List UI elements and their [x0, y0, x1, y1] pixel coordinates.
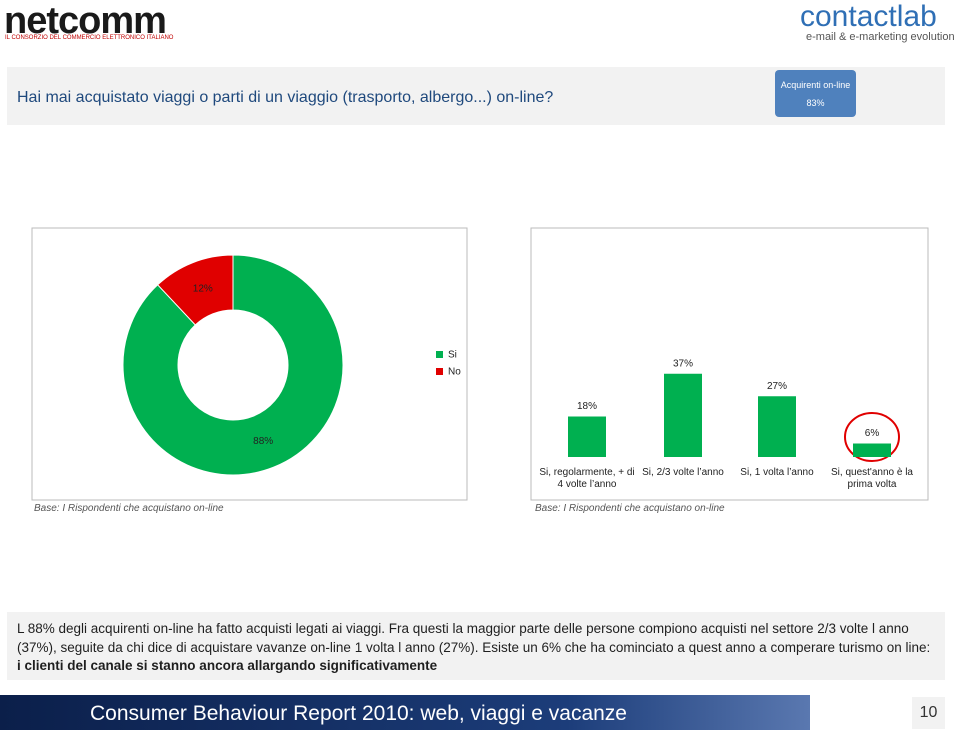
- legend-swatch: [436, 368, 443, 375]
- summary-bold: i clienti del canale si stanno ancora al…: [17, 658, 438, 673]
- badge: [775, 70, 856, 117]
- summary-text: L 88% degli acquirenti on-line ha fatto …: [17, 621, 931, 655]
- page-box: [912, 697, 945, 729]
- legend-swatch: [436, 351, 443, 358]
- data-label: 88%: [253, 436, 273, 447]
- footer-bar: [0, 695, 810, 730]
- logo-left: netcomm: [4, 0, 167, 42]
- data-label: 6%: [865, 428, 880, 439]
- bar: [664, 373, 702, 457]
- question: Hai mai acquistato viaggi o parti di un …: [17, 89, 554, 106]
- logo-right-tagline: e-mail & e-marketing evolution: [806, 31, 955, 43]
- category-label: Si, 1 volta l’anno: [740, 467, 814, 478]
- data-label: 37%: [673, 358, 693, 369]
- chart-frame: [530, 227, 929, 501]
- bar: [758, 396, 796, 457]
- donut-slice: [156, 254, 234, 326]
- category-label: Si, quest'anno è la prima volta: [831, 467, 913, 490]
- donut-slice: [122, 254, 344, 476]
- bar: [853, 443, 891, 457]
- summary: L 88% degli acquirenti on-line ha fatto …: [17, 620, 937, 676]
- highlight-circle: [844, 412, 900, 462]
- badge-value: 83%: [806, 98, 825, 108]
- footer-title: Consumer Behaviour Report 2010: web, via…: [90, 702, 627, 725]
- logo-right: contactlab: [800, 0, 937, 33]
- data-label: 12%: [193, 283, 213, 294]
- legend-label: Si: [448, 350, 457, 361]
- category-label: Si, 2/3 volte l’anno: [642, 467, 724, 478]
- legend-label: No: [448, 367, 461, 378]
- summary-box: [7, 612, 945, 680]
- page-number: 10: [919, 704, 938, 721]
- logo-left-tagline: IL CONSORZIO DEL COMMERCIO ELETTRONICO I…: [5, 35, 174, 41]
- chart-note: Base: I Rispondenti che acquistano on-li…: [535, 503, 725, 514]
- bar: [568, 416, 606, 457]
- category-label: Si, regolarmente, + di 4 volte l’anno: [539, 467, 635, 490]
- data-label: 18%: [577, 401, 597, 412]
- chart-note: Base: I Rispondenti che acquistano on-li…: [34, 503, 224, 514]
- data-label: 27%: [767, 381, 787, 392]
- badge-label: Acquirenti on-line: [780, 80, 851, 90]
